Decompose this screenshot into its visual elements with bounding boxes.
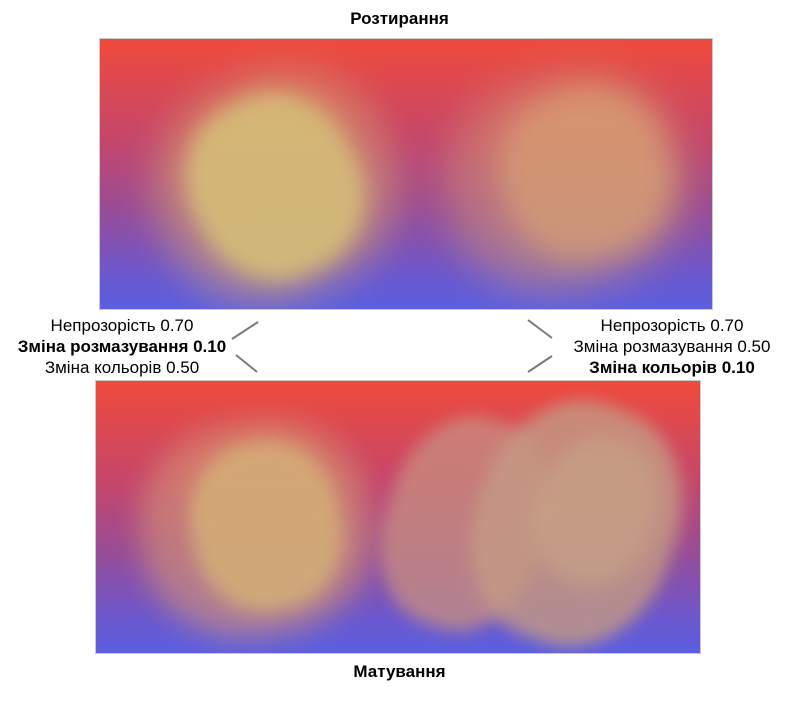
smudge-panel-bottom (95, 380, 701, 654)
param-opacity-left: Непрозорість 0.70 (50, 316, 194, 335)
connector-right-upper (527, 319, 553, 339)
params-right: Непрозорість 0.70 Зміна розмазування 0.5… (552, 315, 792, 378)
param-smudge-change-right: Зміна розмазування 0.50 (573, 337, 771, 356)
param-opacity-right: Непрозорість 0.70 (600, 316, 744, 335)
connector-left-upper (231, 321, 259, 340)
connector-right-lower (527, 355, 553, 373)
title-blending: Матування (353, 662, 446, 681)
param-color-change-left: Зміна кольорів 0.50 (44, 358, 200, 377)
param-smudge-change-left: Зміна розмазування 0.10 (17, 337, 227, 356)
connector-left-lower (235, 354, 258, 373)
param-color-change-right: Зміна кольорів 0.10 (589, 358, 755, 377)
params-left: Непрозорість 0.70 Зміна розмазування 0.1… (0, 315, 244, 378)
smudge-panel-top (99, 38, 713, 310)
title-smudging: Розтирання (350, 9, 449, 28)
